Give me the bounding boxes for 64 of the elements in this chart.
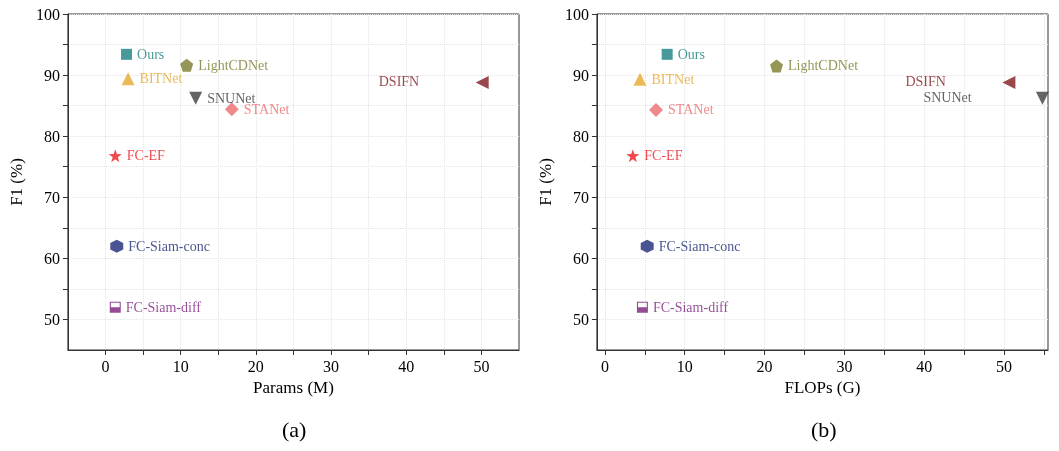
point <box>636 301 648 313</box>
y-tick-label: 60 <box>572 249 589 267</box>
y-tick-label: 100 <box>35 5 60 23</box>
series-label: BITNet <box>651 71 695 87</box>
point <box>770 59 784 73</box>
x-axis-title: FLOPs (G) <box>784 377 861 397</box>
point <box>109 301 121 313</box>
point <box>661 48 673 60</box>
y-tick-label: 90 <box>43 66 60 84</box>
point <box>648 102 663 117</box>
series-label: FC-EF <box>126 148 166 164</box>
point <box>110 239 124 253</box>
x-tick-label: 10 <box>172 357 189 375</box>
x-tick-label: 30 <box>836 357 853 375</box>
x-tick-label: 0 <box>600 357 609 375</box>
series-label: FC-Siam-conc <box>658 238 741 254</box>
x-tick-label: 40 <box>398 357 415 375</box>
y-tick-label: 80 <box>572 127 589 145</box>
series-label: FC-Siam-diff <box>652 299 729 315</box>
point <box>626 149 640 163</box>
point <box>180 58 194 72</box>
text: DSIFN <box>378 73 420 89</box>
series-label: FC-Siam-conc <box>128 238 210 254</box>
x-tick-label: 50 <box>996 357 1013 375</box>
y-axis-title: F1 (%) <box>536 158 555 206</box>
x-axis-title: Params (M) <box>253 377 334 397</box>
series-label: LightCDNet <box>788 58 859 74</box>
x-tick-label: 30 <box>323 357 340 375</box>
point <box>633 72 647 86</box>
point <box>108 149 122 163</box>
y-tick-label: 70 <box>43 188 60 206</box>
x-tick-label: 10 <box>676 357 693 375</box>
series-label: Ours <box>677 46 705 62</box>
point <box>121 72 135 86</box>
series-label: FC-EF <box>644 148 683 164</box>
point <box>189 91 203 105</box>
y-tick-label: 50 <box>43 310 60 328</box>
x-tick-label: 40 <box>916 357 933 375</box>
point <box>1002 75 1016 89</box>
point <box>224 102 239 117</box>
series-label: STANet <box>667 102 714 118</box>
y-tick-label: 50 <box>572 310 589 328</box>
y-axis-title: F1 (%) <box>7 158 26 206</box>
x-tick-label: 20 <box>247 357 264 375</box>
text: SNUNet <box>923 89 972 105</box>
y-tick-label: 60 <box>43 249 60 267</box>
y-tick-label: 100 <box>564 5 589 23</box>
y-tick-label: 70 <box>572 188 589 206</box>
x-tick-label: 20 <box>756 357 773 375</box>
series-label: FC-Siam-diff <box>125 299 202 315</box>
x-tick-label: 0 <box>101 357 110 375</box>
point <box>475 75 489 89</box>
y-tick-label: 90 <box>572 66 589 84</box>
point <box>121 48 133 60</box>
point <box>640 239 654 253</box>
x-tick-label: 50 <box>473 357 490 375</box>
series-label: BITNet <box>139 71 183 87</box>
series-label: Ours <box>137 46 165 62</box>
series-label: LightCDNet <box>198 57 269 73</box>
point <box>1035 91 1049 105</box>
text: (a) <box>282 416 307 442</box>
y-tick-label: 80 <box>43 127 60 145</box>
text: DSIFN <box>905 73 946 89</box>
text: (b) <box>811 416 837 442</box>
